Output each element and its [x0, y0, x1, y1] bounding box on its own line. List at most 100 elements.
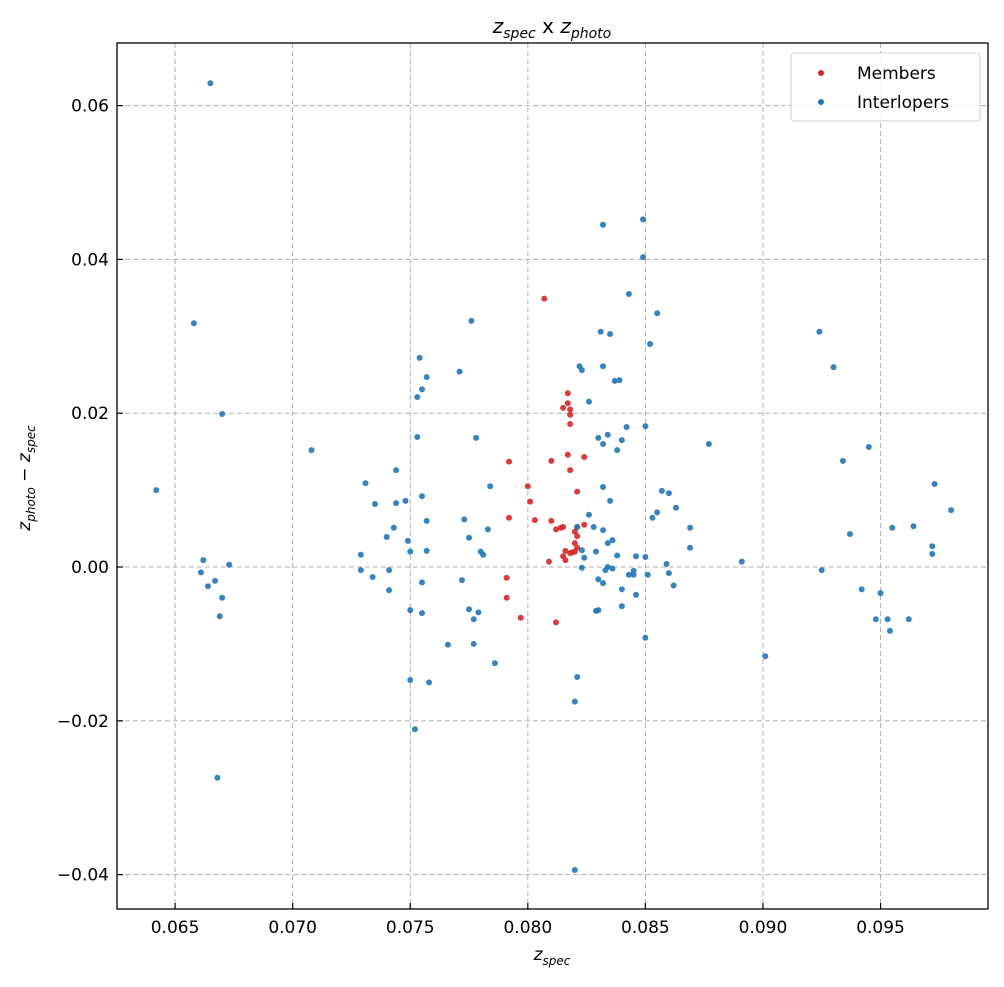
point-interlopers: [877, 590, 884, 597]
point-members: [567, 420, 574, 427]
point-members: [567, 406, 574, 413]
point-interlopers: [407, 607, 414, 614]
point-interlopers: [468, 317, 475, 324]
x-tick-label: 0.070: [268, 918, 317, 938]
point-interlopers: [665, 490, 672, 497]
point-interlopers: [423, 517, 430, 524]
point-interlopers: [623, 424, 630, 431]
legend-box: [790, 52, 981, 122]
point-interlopers: [642, 554, 649, 561]
point-interlopers: [466, 606, 473, 613]
x-tick-label: 0.075: [386, 918, 435, 938]
point-interlopers: [649, 514, 656, 521]
point-interlopers: [205, 583, 212, 590]
point-members: [553, 619, 560, 626]
point-interlopers: [418, 610, 425, 617]
point-members: [560, 404, 567, 411]
point-interlopers: [581, 554, 588, 561]
point-interlopers: [386, 567, 393, 574]
y-axis-label: zphoto − zspec: [15, 425, 38, 532]
point-interlopers: [585, 511, 592, 518]
point-interlopers: [219, 594, 226, 601]
point-interlopers: [197, 569, 204, 576]
point-interlopers: [571, 698, 578, 705]
point-interlopers: [595, 607, 602, 614]
point-interlopers: [475, 609, 482, 616]
point-interlopers: [418, 493, 425, 500]
point-interlopers: [670, 582, 677, 589]
point-interlopers: [858, 586, 865, 593]
point-interlopers: [618, 586, 625, 593]
point-interlopers: [705, 440, 712, 447]
point-interlopers: [487, 483, 494, 490]
point-interlopers: [600, 440, 607, 447]
point-interlopers: [607, 330, 614, 337]
point-interlopers: [889, 524, 896, 531]
y-tick-label: 0.02: [71, 404, 109, 424]
point-members: [548, 517, 555, 524]
legend-marker-interlopers: [818, 99, 824, 105]
point-members: [574, 533, 581, 540]
point-interlopers: [578, 367, 585, 374]
point-interlopers: [470, 640, 477, 647]
point-members: [503, 574, 510, 581]
point-interlopers: [595, 576, 602, 583]
y-tick-label: −0.02: [57, 712, 109, 732]
point-interlopers: [470, 616, 477, 623]
point-interlopers: [466, 534, 473, 541]
point-interlopers: [407, 677, 414, 684]
legend-label-members: Members: [857, 64, 936, 84]
point-interlopers: [578, 564, 585, 571]
point-interlopers: [865, 444, 872, 451]
point-interlopers: [423, 374, 430, 381]
point-interlopers: [600, 580, 607, 587]
point-interlopers: [607, 497, 614, 504]
point-interlopers: [931, 480, 938, 487]
x-tick-label: 0.085: [621, 918, 670, 938]
point-interlopers: [357, 551, 364, 558]
point-members: [574, 488, 581, 495]
point-interlopers: [590, 524, 597, 531]
point-interlopers: [418, 386, 425, 393]
point-interlopers: [625, 571, 632, 578]
point-interlopers: [625, 291, 632, 298]
point-members: [564, 400, 571, 407]
point-interlopers: [762, 653, 769, 660]
point-interlopers: [929, 543, 936, 550]
point-interlopers: [214, 774, 221, 781]
y-tick-label: −0.04: [57, 866, 109, 886]
point-interlopers: [456, 368, 463, 375]
point-interlopers: [393, 467, 400, 474]
point-interlopers: [654, 310, 661, 317]
point-interlopers: [371, 500, 378, 507]
point-interlopers: [647, 340, 654, 347]
point-interlopers: [411, 726, 418, 733]
legend: Members Interlopers: [790, 52, 981, 122]
point-interlopers: [948, 507, 955, 514]
point-interlopers: [616, 377, 623, 384]
point-members: [548, 457, 555, 464]
point-interlopers: [423, 547, 430, 554]
point-interlopers: [418, 579, 425, 586]
point-interlopers: [738, 558, 745, 565]
point-interlopers: [571, 867, 578, 874]
point-interlopers: [846, 530, 853, 537]
point-interlopers: [905, 616, 912, 623]
point-interlopers: [872, 616, 879, 623]
x-axis-label: zspec: [533, 945, 571, 968]
point-interlopers: [461, 516, 468, 523]
point-interlopers: [644, 571, 651, 578]
x-tick-label: 0.095: [856, 918, 905, 938]
point-interlopers: [308, 447, 315, 454]
point-interlopers: [216, 613, 223, 620]
point-interlopers: [618, 603, 625, 610]
point-members: [564, 390, 571, 397]
point-interlopers: [574, 524, 581, 531]
legend-label-interlopers: Interlopers: [857, 93, 949, 113]
point-interlopers: [574, 673, 581, 680]
point-interlopers: [600, 221, 607, 228]
point-interlopers: [597, 328, 604, 335]
point-interlopers: [491, 660, 498, 667]
point-interlopers: [593, 548, 600, 555]
chart-title: zspec x zphoto: [492, 14, 611, 42]
